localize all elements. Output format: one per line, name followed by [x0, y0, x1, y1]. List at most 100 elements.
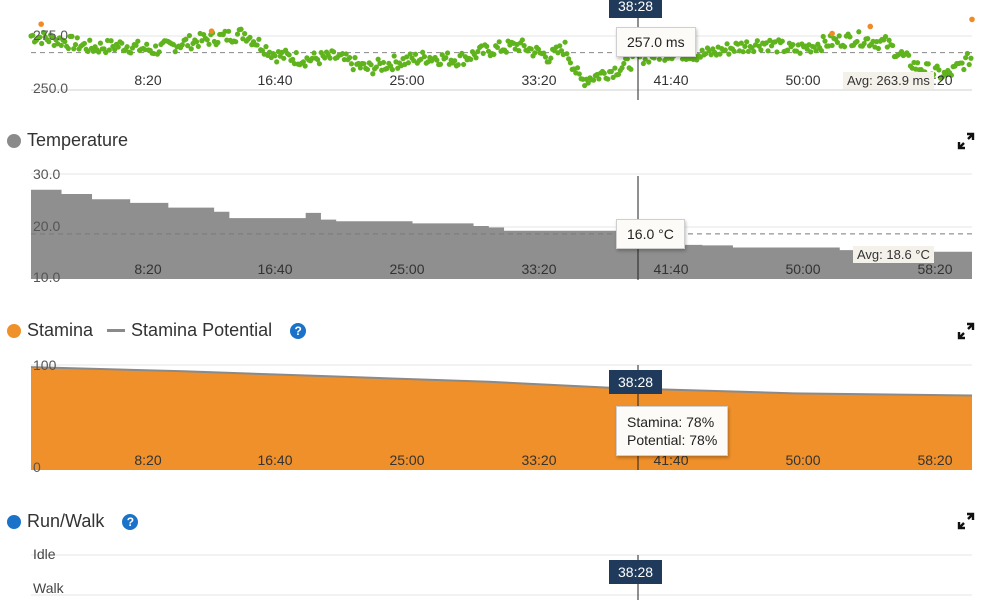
- gct-point: [434, 57, 440, 63]
- gct-point: [968, 55, 974, 61]
- gct-point: [72, 42, 79, 48]
- gct-point: [596, 76, 602, 82]
- gct-point: [281, 55, 287, 61]
- gct-point: [566, 56, 572, 62]
- temperature-title: Temperature: [7, 130, 128, 151]
- gct-point: [331, 49, 337, 55]
- gct-point: [619, 65, 625, 71]
- gct-point: [774, 49, 780, 55]
- gct-point: [564, 51, 570, 57]
- gct-point: [40, 29, 47, 36]
- gct-point: [642, 56, 648, 62]
- temp-xtick-0: 8:20: [134, 261, 161, 277]
- gct-point: [624, 56, 630, 62]
- gct-point: [452, 58, 458, 64]
- stamina-xtick-6: 58:20: [917, 452, 952, 468]
- gct-ytick-top: 275.0: [33, 27, 68, 43]
- gct-point: [621, 60, 627, 67]
- gct-point: [541, 50, 547, 56]
- gct-point: [254, 42, 260, 48]
- gct-point: [185, 43, 191, 49]
- gct-point: [861, 40, 867, 47]
- gct-point: [468, 56, 474, 62]
- temp-xtick-6: 58:20: [917, 261, 952, 277]
- temp-ytick-20: 20.0: [33, 218, 60, 234]
- stamina-ytick-100: 100: [33, 357, 57, 373]
- gct-point: [439, 52, 445, 58]
- gct-point: [343, 51, 349, 57]
- gct-point: [948, 72, 954, 78]
- gct-chart: 275.0 250.0 8:20 16:40 25:00 33:20 41:40…: [28, 0, 975, 100]
- gct-point: [389, 67, 395, 73]
- gct-point: [290, 56, 296, 62]
- gct-xtick-3: 33:20: [521, 72, 556, 88]
- gct-point: [646, 59, 652, 65]
- gct-avg-label: Avg: 263.9 ms: [843, 72, 934, 89]
- stamina-ytick-0: 0: [33, 459, 41, 475]
- gct-point: [327, 55, 333, 61]
- gct-points: [28, 16, 975, 89]
- gct-xticks: 8:20 16:40 25:00 33:20 41:40 50:00 58:20: [134, 72, 952, 88]
- gct-point: [628, 66, 634, 72]
- gct-point: [222, 28, 228, 34]
- temperature-expand-icon[interactable]: [957, 132, 975, 150]
- gct-point: [300, 59, 306, 65]
- gct-point: [856, 29, 862, 35]
- gct-xtick-2: 25:00: [389, 72, 424, 88]
- gct-point: [74, 35, 80, 41]
- gct-point: [726, 51, 732, 57]
- gct-point: [106, 47, 112, 53]
- stamina-expand-icon[interactable]: [957, 322, 975, 340]
- gct-xtick-5: 50:00: [785, 72, 820, 88]
- gct-point: [656, 56, 663, 62]
- gct-point: [39, 40, 45, 47]
- gct-point: [751, 48, 757, 55]
- gct-outlier-point: [38, 21, 44, 27]
- runwalk-expand-icon[interactable]: [957, 512, 975, 530]
- runwalk-help-icon[interactable]: ?: [122, 513, 139, 530]
- gct-point: [256, 36, 262, 42]
- gct-point: [233, 39, 239, 45]
- gct-point: [496, 39, 502, 45]
- gct-xtick-1: 16:40: [257, 72, 292, 88]
- stamina-tooltip-stamina: Stamina: 78%: [627, 414, 715, 430]
- gct-point: [808, 49, 814, 55]
- gct-point: [226, 28, 232, 34]
- gct-point: [65, 45, 71, 52]
- gct-point: [133, 42, 139, 48]
- gct-point: [724, 41, 730, 47]
- stamina-help-icon[interactable]: ?: [290, 322, 307, 339]
- gct-point: [195, 43, 201, 50]
- gct-point: [405, 60, 412, 66]
- gct-point: [820, 33, 826, 40]
- gct-point: [364, 66, 371, 73]
- gct-point: [206, 41, 212, 47]
- gct-point: [906, 52, 912, 58]
- gct-point: [804, 46, 810, 52]
- gct-point: [590, 77, 597, 83]
- stamina-potential-title-text: Stamina Potential: [131, 320, 273, 340]
- gct-point: [112, 47, 118, 53]
- gct-point: [242, 31, 248, 37]
- gct-point: [890, 42, 896, 49]
- gct-point: [731, 48, 737, 54]
- gct-point: [882, 33, 889, 40]
- temp-ytick-10: 10.0: [33, 269, 60, 285]
- gct-point: [834, 39, 841, 46]
- stamina-potential-line: [30, 366, 973, 397]
- gct-point: [914, 60, 921, 66]
- gct-point: [183, 36, 189, 42]
- gct-point: [557, 43, 563, 49]
- stamina-title-text: Stamina: [27, 320, 94, 340]
- gct-point: [115, 44, 121, 50]
- gct-point: [836, 33, 842, 39]
- gct-point: [790, 41, 796, 48]
- gct-point: [966, 61, 972, 68]
- gct-point: [528, 46, 534, 52]
- gct-point: [153, 43, 159, 49]
- stamina-tooltip: Stamina: 78% Potential: 78%: [616, 406, 729, 456]
- gct-point: [193, 39, 200, 45]
- gct-point: [443, 55, 449, 61]
- stamina-xtick-1: 16:40: [257, 452, 292, 468]
- gct-ytick-bottom: 250.0: [33, 80, 68, 96]
